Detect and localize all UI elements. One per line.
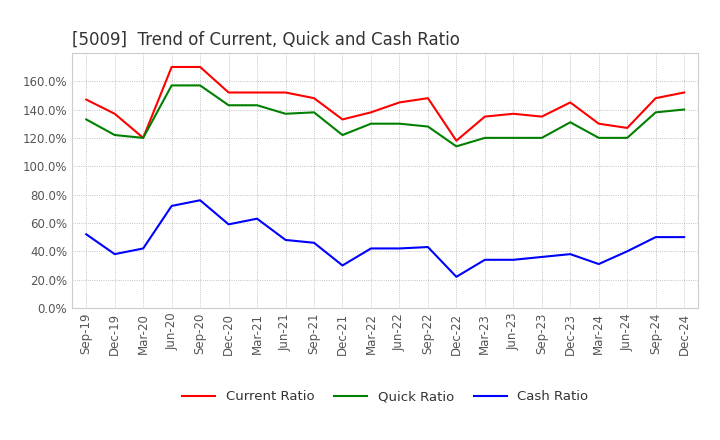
Cash Ratio bbox=[167, 203, 176, 209]
Quick Ratio bbox=[595, 135, 603, 140]
Current Ratio bbox=[395, 100, 404, 105]
Cash Ratio bbox=[509, 257, 518, 262]
Cash Ratio bbox=[395, 246, 404, 251]
Current Ratio bbox=[423, 95, 432, 101]
Current Ratio bbox=[253, 90, 261, 95]
Cash Ratio bbox=[480, 257, 489, 262]
Cash Ratio bbox=[139, 246, 148, 251]
Cash Ratio bbox=[282, 237, 290, 242]
Cash Ratio bbox=[310, 240, 318, 246]
Current Ratio bbox=[595, 121, 603, 126]
Quick Ratio bbox=[566, 120, 575, 125]
Current Ratio bbox=[680, 90, 688, 95]
Quick Ratio bbox=[652, 110, 660, 115]
Current Ratio bbox=[139, 135, 148, 140]
Quick Ratio bbox=[110, 132, 119, 138]
Current Ratio bbox=[310, 95, 318, 101]
Current Ratio bbox=[167, 64, 176, 70]
Cash Ratio bbox=[338, 263, 347, 268]
Quick Ratio bbox=[167, 83, 176, 88]
Current Ratio bbox=[366, 110, 375, 115]
Cash Ratio bbox=[680, 235, 688, 240]
Cash Ratio bbox=[225, 222, 233, 227]
Line: Quick Ratio: Quick Ratio bbox=[86, 85, 684, 147]
Quick Ratio bbox=[480, 135, 489, 140]
Quick Ratio bbox=[366, 121, 375, 126]
Current Ratio bbox=[566, 100, 575, 105]
Quick Ratio bbox=[423, 124, 432, 129]
Current Ratio bbox=[338, 117, 347, 122]
Current Ratio bbox=[480, 114, 489, 119]
Cash Ratio bbox=[82, 231, 91, 237]
Current Ratio bbox=[225, 90, 233, 95]
Quick Ratio bbox=[196, 83, 204, 88]
Cash Ratio bbox=[652, 235, 660, 240]
Quick Ratio bbox=[537, 135, 546, 140]
Quick Ratio bbox=[452, 144, 461, 149]
Current Ratio bbox=[652, 95, 660, 101]
Quick Ratio bbox=[253, 103, 261, 108]
Cash Ratio bbox=[595, 261, 603, 267]
Cash Ratio bbox=[423, 244, 432, 249]
Cash Ratio bbox=[452, 274, 461, 279]
Current Ratio bbox=[623, 125, 631, 131]
Cash Ratio bbox=[623, 249, 631, 254]
Cash Ratio bbox=[537, 254, 546, 260]
Quick Ratio bbox=[680, 107, 688, 112]
Current Ratio bbox=[282, 90, 290, 95]
Cash Ratio bbox=[566, 252, 575, 257]
Quick Ratio bbox=[282, 111, 290, 117]
Current Ratio bbox=[509, 111, 518, 117]
Quick Ratio bbox=[225, 103, 233, 108]
Cash Ratio bbox=[196, 198, 204, 203]
Current Ratio bbox=[452, 138, 461, 143]
Quick Ratio bbox=[310, 110, 318, 115]
Cash Ratio bbox=[253, 216, 261, 221]
Current Ratio bbox=[82, 97, 91, 102]
Line: Cash Ratio: Cash Ratio bbox=[86, 200, 684, 277]
Legend: Current Ratio, Quick Ratio, Cash Ratio: Current Ratio, Quick Ratio, Cash Ratio bbox=[177, 385, 593, 409]
Current Ratio bbox=[196, 64, 204, 70]
Quick Ratio bbox=[623, 135, 631, 140]
Cash Ratio bbox=[110, 252, 119, 257]
Quick Ratio bbox=[338, 132, 347, 138]
Cash Ratio bbox=[366, 246, 375, 251]
Quick Ratio bbox=[509, 135, 518, 140]
Current Ratio bbox=[537, 114, 546, 119]
Current Ratio bbox=[110, 111, 119, 117]
Text: [5009]  Trend of Current, Quick and Cash Ratio: [5009] Trend of Current, Quick and Cash … bbox=[72, 30, 460, 48]
Quick Ratio bbox=[139, 135, 148, 140]
Quick Ratio bbox=[395, 121, 404, 126]
Line: Current Ratio: Current Ratio bbox=[86, 67, 684, 141]
Quick Ratio bbox=[82, 117, 91, 122]
